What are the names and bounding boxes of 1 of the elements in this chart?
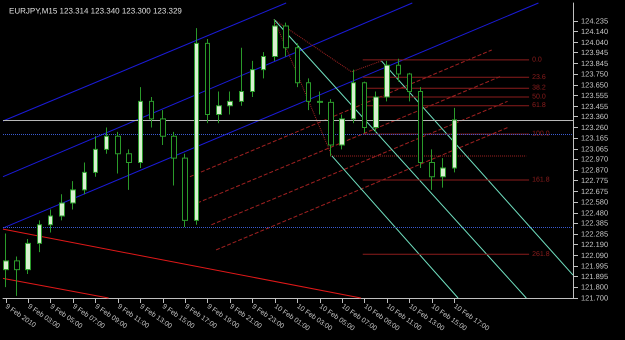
chart-title: EURJPY,M15 123.314 123.340 123.300 123.329 [9, 6, 182, 16]
